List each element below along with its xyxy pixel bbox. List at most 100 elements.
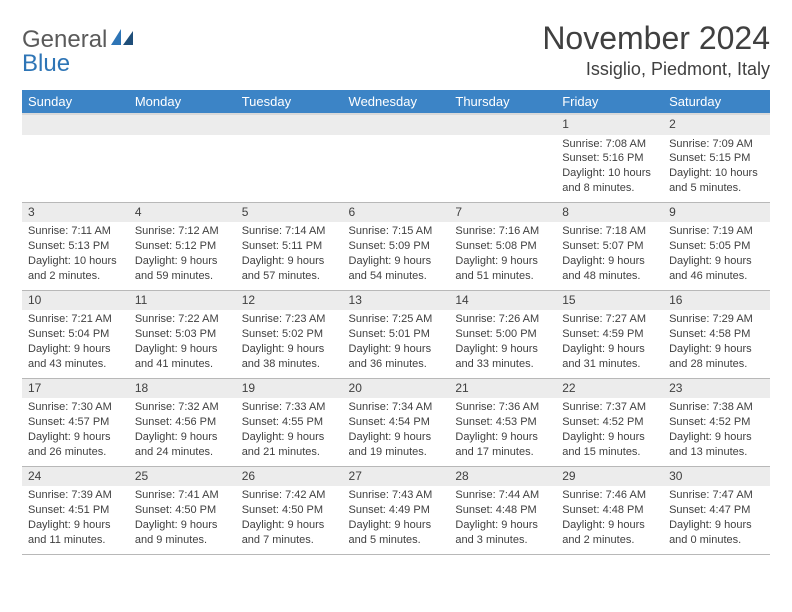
day-cell: 17Sunrise: 7:30 AMSunset: 4:57 PMDayligh… (22, 378, 129, 466)
day-content: Sunrise: 7:25 AMSunset: 5:01 PMDaylight:… (343, 310, 450, 375)
day-cell (343, 114, 450, 202)
daylight-line: Daylight: 9 hours and 33 minutes. (455, 342, 550, 372)
day-content: Sunrise: 7:14 AMSunset: 5:11 PMDaylight:… (236, 222, 343, 287)
day-content: Sunrise: 7:41 AMSunset: 4:50 PMDaylight:… (129, 486, 236, 551)
sunrise-line: Sunrise: 7:42 AM (242, 488, 337, 503)
sunrise-line: Sunrise: 7:25 AM (349, 312, 444, 327)
day-number: 9 (663, 203, 770, 223)
daylight-line: Daylight: 9 hours and 2 minutes. (562, 518, 657, 548)
sunrise-line: Sunrise: 7:19 AM (669, 224, 764, 239)
day-content: Sunrise: 7:15 AMSunset: 5:09 PMDaylight:… (343, 222, 450, 287)
day-cell: 2Sunrise: 7:09 AMSunset: 5:15 PMDaylight… (663, 114, 770, 202)
day-cell: 4Sunrise: 7:12 AMSunset: 5:12 PMDaylight… (129, 202, 236, 290)
day-number: 30 (663, 467, 770, 487)
day-content: Sunrise: 7:44 AMSunset: 4:48 PMDaylight:… (449, 486, 556, 551)
day-number-empty (343, 115, 450, 135)
day-cell: 6Sunrise: 7:15 AMSunset: 5:09 PMDaylight… (343, 202, 450, 290)
daylight-line: Daylight: 9 hours and 43 minutes. (28, 342, 123, 372)
sunrise-line: Sunrise: 7:15 AM (349, 224, 444, 239)
day-content: Sunrise: 7:23 AMSunset: 5:02 PMDaylight:… (236, 310, 343, 375)
sunrise-line: Sunrise: 7:14 AM (242, 224, 337, 239)
day-cell: 26Sunrise: 7:42 AMSunset: 4:50 PMDayligh… (236, 466, 343, 554)
day-cell: 29Sunrise: 7:46 AMSunset: 4:48 PMDayligh… (556, 466, 663, 554)
day-number: 22 (556, 379, 663, 399)
day-cell: 21Sunrise: 7:36 AMSunset: 4:53 PMDayligh… (449, 378, 556, 466)
weekday-header: Wednesday (343, 90, 450, 114)
day-content: Sunrise: 7:42 AMSunset: 4:50 PMDaylight:… (236, 486, 343, 551)
sunrise-line: Sunrise: 7:27 AM (562, 312, 657, 327)
day-number: 1 (556, 115, 663, 135)
daylight-line: Daylight: 10 hours and 8 minutes. (562, 166, 657, 196)
sunrise-line: Sunrise: 7:37 AM (562, 400, 657, 415)
sunset-line: Sunset: 4:50 PM (242, 503, 337, 518)
day-number: 3 (22, 203, 129, 223)
sunrise-line: Sunrise: 7:16 AM (455, 224, 550, 239)
daylight-line: Daylight: 9 hours and 28 minutes. (669, 342, 764, 372)
day-content: Sunrise: 7:19 AMSunset: 5:05 PMDaylight:… (663, 222, 770, 287)
day-number-empty (22, 115, 129, 135)
sunset-line: Sunset: 5:05 PM (669, 239, 764, 254)
daylight-line: Daylight: 10 hours and 2 minutes. (28, 254, 123, 284)
day-cell: 14Sunrise: 7:26 AMSunset: 5:00 PMDayligh… (449, 290, 556, 378)
daylight-line: Daylight: 10 hours and 5 minutes. (669, 166, 764, 196)
day-cell: 3Sunrise: 7:11 AMSunset: 5:13 PMDaylight… (22, 202, 129, 290)
day-content: Sunrise: 7:09 AMSunset: 5:15 PMDaylight:… (663, 135, 770, 200)
day-content: Sunrise: 7:29 AMSunset: 4:58 PMDaylight:… (663, 310, 770, 375)
sunset-line: Sunset: 4:51 PM (28, 503, 123, 518)
day-content: Sunrise: 7:16 AMSunset: 5:08 PMDaylight:… (449, 222, 556, 287)
sunset-line: Sunset: 5:15 PM (669, 151, 764, 166)
day-content: Sunrise: 7:30 AMSunset: 4:57 PMDaylight:… (22, 398, 129, 463)
daylight-line: Daylight: 9 hours and 0 minutes. (669, 518, 764, 548)
page-header: General November 2024 Issiglio, Piedmont… (22, 20, 770, 80)
sunset-line: Sunset: 4:52 PM (562, 415, 657, 430)
sunrise-line: Sunrise: 7:44 AM (455, 488, 550, 503)
day-number: 5 (236, 203, 343, 223)
day-number-empty (236, 115, 343, 135)
sunset-line: Sunset: 4:54 PM (349, 415, 444, 430)
day-content: Sunrise: 7:27 AMSunset: 4:59 PMDaylight:… (556, 310, 663, 375)
weekday-header: Saturday (663, 90, 770, 114)
sunset-line: Sunset: 5:13 PM (28, 239, 123, 254)
day-content: Sunrise: 7:34 AMSunset: 4:54 PMDaylight:… (343, 398, 450, 463)
sunset-line: Sunset: 5:16 PM (562, 151, 657, 166)
daylight-line: Daylight: 9 hours and 57 minutes. (242, 254, 337, 284)
day-content: Sunrise: 7:36 AMSunset: 4:53 PMDaylight:… (449, 398, 556, 463)
sunset-line: Sunset: 4:53 PM (455, 415, 550, 430)
daylight-line: Daylight: 9 hours and 26 minutes. (28, 430, 123, 460)
sunrise-line: Sunrise: 7:38 AM (669, 400, 764, 415)
sunset-line: Sunset: 5:04 PM (28, 327, 123, 342)
sunrise-line: Sunrise: 7:11 AM (28, 224, 123, 239)
week-row: 1Sunrise: 7:08 AMSunset: 5:16 PMDaylight… (22, 114, 770, 202)
sunset-line: Sunset: 4:48 PM (455, 503, 550, 518)
logo-line2: Blue (22, 50, 70, 78)
day-cell: 24Sunrise: 7:39 AMSunset: 4:51 PMDayligh… (22, 466, 129, 554)
sunset-line: Sunset: 4:59 PM (562, 327, 657, 342)
day-number-empty (449, 115, 556, 135)
day-cell: 19Sunrise: 7:33 AMSunset: 4:55 PMDayligh… (236, 378, 343, 466)
day-cell: 1Sunrise: 7:08 AMSunset: 5:16 PMDaylight… (556, 114, 663, 202)
sunrise-line: Sunrise: 7:22 AM (135, 312, 230, 327)
sunset-line: Sunset: 4:47 PM (669, 503, 764, 518)
day-cell: 9Sunrise: 7:19 AMSunset: 5:05 PMDaylight… (663, 202, 770, 290)
day-number: 19 (236, 379, 343, 399)
day-content: Sunrise: 7:12 AMSunset: 5:12 PMDaylight:… (129, 222, 236, 287)
location-subtitle: Issiglio, Piedmont, Italy (542, 59, 770, 80)
day-content: Sunrise: 7:39 AMSunset: 4:51 PMDaylight:… (22, 486, 129, 551)
sunrise-line: Sunrise: 7:09 AM (669, 137, 764, 152)
day-content: Sunrise: 7:37 AMSunset: 4:52 PMDaylight:… (556, 398, 663, 463)
title-block: November 2024 Issiglio, Piedmont, Italy (542, 20, 770, 80)
day-number: 21 (449, 379, 556, 399)
sunrise-line: Sunrise: 7:21 AM (28, 312, 123, 327)
day-content: Sunrise: 7:18 AMSunset: 5:07 PMDaylight:… (556, 222, 663, 287)
day-content: Sunrise: 7:38 AMSunset: 4:52 PMDaylight:… (663, 398, 770, 463)
day-number: 7 (449, 203, 556, 223)
day-content: Sunrise: 7:11 AMSunset: 5:13 PMDaylight:… (22, 222, 129, 287)
daylight-line: Daylight: 9 hours and 41 minutes. (135, 342, 230, 372)
sunset-line: Sunset: 5:08 PM (455, 239, 550, 254)
week-row: 10Sunrise: 7:21 AMSunset: 5:04 PMDayligh… (22, 290, 770, 378)
day-content: Sunrise: 7:26 AMSunset: 5:00 PMDaylight:… (449, 310, 556, 375)
sunrise-line: Sunrise: 7:41 AM (135, 488, 230, 503)
day-number: 18 (129, 379, 236, 399)
sunrise-line: Sunrise: 7:39 AM (28, 488, 123, 503)
day-cell: 30Sunrise: 7:47 AMSunset: 4:47 PMDayligh… (663, 466, 770, 554)
